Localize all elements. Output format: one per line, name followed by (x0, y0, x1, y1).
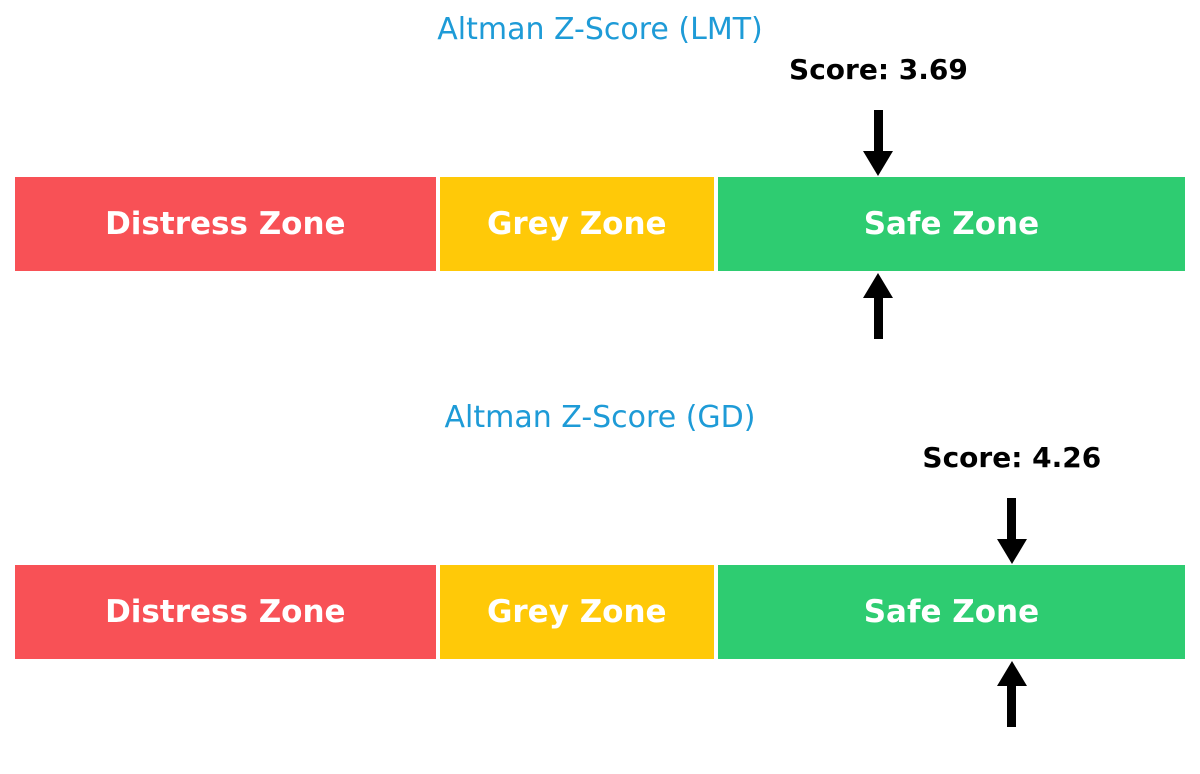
chart-title: Altman Z-Score (GD) (444, 400, 756, 435)
zone-segment-safe: Safe Zone (717, 177, 1185, 271)
zone-segment-label: Safe Zone (863, 206, 1040, 242)
up-arrow-icon (863, 273, 894, 339)
arrow-head (863, 273, 894, 298)
zone-bar: Distress Zone Grey Zone Safe Zone (15, 177, 1185, 271)
arrow-shaft (873, 110, 883, 151)
zone-segment-label: Distress Zone (105, 206, 346, 242)
arrow-shaft (873, 298, 883, 339)
arrow-head (996, 661, 1027, 686)
arrow-head (863, 151, 894, 176)
score-label: Score: 3.69 (789, 53, 968, 86)
down-arrow-icon (863, 110, 894, 176)
zone-segment-label: Distress Zone (105, 594, 346, 630)
zone-segment-label: Safe Zone (863, 594, 1040, 630)
zone-segment-label: Grey Zone (486, 206, 667, 242)
zone-segment-grey: Grey Zone (439, 565, 714, 659)
arrow-shaft (1007, 498, 1017, 539)
zone-segment-distress: Distress Zone (15, 565, 436, 659)
zone-segment-distress: Distress Zone (15, 177, 436, 271)
arrow-shaft (1007, 686, 1017, 727)
zone-segment-grey: Grey Zone (439, 177, 714, 271)
up-arrow-icon (996, 661, 1027, 727)
zone-segment-label: Grey Zone (486, 594, 667, 630)
score-label: Score: 4.26 (922, 441, 1102, 474)
arrow-head (996, 539, 1027, 564)
down-arrow-icon (996, 498, 1027, 564)
chart-title: Altman Z-Score (LMT) (437, 12, 763, 47)
zone-segment-safe: Safe Zone (717, 565, 1185, 659)
zone-bar: Distress Zone Grey Zone Safe Zone (15, 565, 1185, 659)
